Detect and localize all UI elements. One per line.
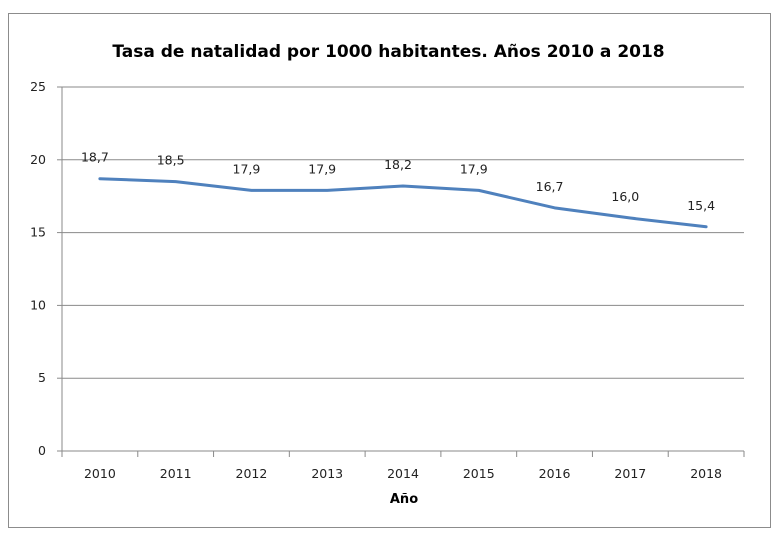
y-tick-label: 0	[38, 443, 46, 458]
data-label: 18,7	[81, 150, 109, 165]
data-label: 17,9	[308, 161, 336, 176]
x-tick-label: 2018	[690, 466, 722, 481]
data-labels: 18,7 18,5 17,9 17,9 18,2 17,9 16,7 16,0 15,4	[81, 150, 715, 213]
data-label: 16,7	[536, 179, 564, 194]
y-tick-label: 15	[30, 225, 46, 240]
chart-title: Tasa de natalidad por 1000 habitantes. A…	[112, 42, 665, 62]
y-tick-label: 10	[30, 297, 46, 312]
series-line	[98, 177, 708, 229]
data-label: 17,9	[233, 161, 261, 176]
x-tick-label: 2015	[463, 466, 495, 481]
x-tick-label: 2017	[614, 466, 646, 481]
x-tick-label: 2010	[84, 466, 116, 481]
x-tick-label: 2016	[539, 466, 571, 481]
data-label: 18,2	[384, 157, 412, 172]
y-tick-label: 20	[30, 152, 46, 167]
gridlines	[62, 86, 744, 379]
data-label: 16,0	[611, 189, 639, 204]
x-tick-label: 2012	[236, 466, 268, 481]
axes: 0 5 10 15 20 25 2010 2011 2012 2013 2014 2015 2016 20…	[30, 79, 745, 481]
x-tick-label: 2013	[311, 466, 343, 481]
series-layer	[98, 177, 708, 229]
data-label: 18,5	[157, 153, 185, 168]
x-axis-title: Año	[390, 492, 418, 507]
data-label: 15,4	[687, 198, 715, 213]
x-tick-label: 2011	[160, 466, 192, 481]
data-label: 17,9	[460, 161, 488, 176]
chart-frame	[8, 13, 771, 528]
y-tick-label: 25	[30, 79, 46, 94]
x-tick-label: 2014	[387, 466, 419, 481]
y-tick-label: 5	[38, 370, 46, 385]
